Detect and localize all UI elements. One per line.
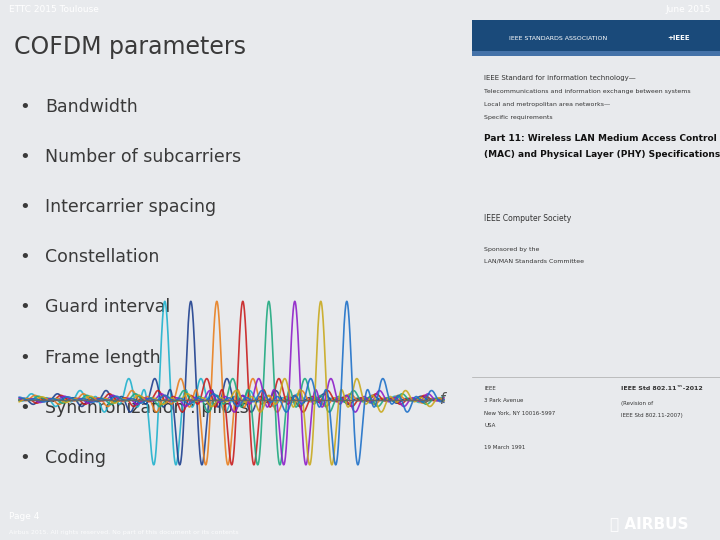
Text: Airbus 2015. All rights reserved. No part of this document or its contents: Airbus 2015. All rights reserved. No par… [9,530,238,536]
Text: •: • [19,248,30,266]
Text: •: • [19,449,30,467]
Bar [472,51,720,56]
Text: IEEE STANDARDS ASSOCIATION: IEEE STANDARDS ASSOCIATION [509,36,607,41]
Text: Page 4: Page 4 [9,512,39,522]
Text: LAN/MAN Standards Committee: LAN/MAN Standards Committee [484,258,584,263]
Text: (MAC) and Physical Layer (PHY) Specifications: (MAC) and Physical Layer (PHY) Specifica… [484,151,720,159]
Text: Frame length: Frame length [45,349,161,367]
Text: Intercarrier spacing: Intercarrier spacing [45,198,216,216]
Text: June 2015: June 2015 [666,5,711,15]
Text: +IEEE: +IEEE [667,36,690,42]
Text: •: • [19,349,30,367]
Text: •: • [19,299,30,316]
Text: Bandwidth: Bandwidth [45,98,138,116]
Text: Specific requirements: Specific requirements [484,114,553,119]
Text: •: • [19,198,30,216]
Text: f: f [440,392,445,407]
Text: IEEE Computer Society: IEEE Computer Society [484,214,571,224]
Text: New York, NY 10016-5997: New York, NY 10016-5997 [484,410,555,416]
Text: COFDM parameters: COFDM parameters [14,35,246,59]
Text: Synchronization : pilots: Synchronization : pilots [45,399,248,417]
Text: •: • [19,399,30,417]
Text: Constellation: Constellation [45,248,159,266]
Text: IEEE Std 802.11™-2012: IEEE Std 802.11™-2012 [621,386,703,391]
Text: Guard interval: Guard interval [45,299,170,316]
Text: Number of subcarriers: Number of subcarriers [45,148,241,166]
Text: Coding: Coding [45,449,106,467]
Text: 3 Park Avenue: 3 Park Avenue [484,399,523,403]
Text: •: • [19,148,30,166]
Text: Sponsored by the: Sponsored by the [484,247,539,252]
Text: Local and metropolitan area networks—: Local and metropolitan area networks— [484,102,611,107]
Text: USA: USA [484,423,495,428]
Text: IEEE Std 802.11-2007): IEEE Std 802.11-2007) [621,413,683,418]
Text: ETTC 2015 Toulouse: ETTC 2015 Toulouse [9,5,99,15]
Text: •: • [19,98,30,116]
Text: IEEE Standard for information technology—: IEEE Standard for information technology… [484,75,636,81]
Text: Telecommunications and information exchange between systems: Telecommunications and information excha… [484,89,690,94]
Text: Ⓜ AIRBUS: Ⓜ AIRBUS [610,516,688,531]
Bar [472,20,720,51]
Text: IEEE: IEEE [484,386,496,391]
Text: (Revision of: (Revision of [621,401,653,406]
Text: Part 11: Wireless LAN Medium Access Control: Part 11: Wireless LAN Medium Access Cont… [484,134,717,144]
Text: 19 March 1991: 19 March 1991 [484,444,526,450]
